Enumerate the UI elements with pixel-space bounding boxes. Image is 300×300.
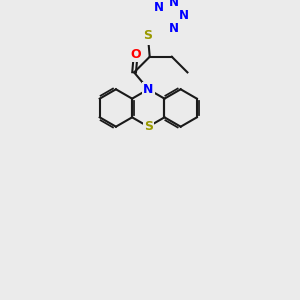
Text: N: N [169,0,179,9]
Text: N: N [154,1,164,14]
Text: N: N [143,83,154,96]
Text: N: N [169,22,179,35]
Text: O: O [130,48,141,61]
Text: N: N [178,9,188,22]
Text: S: S [144,120,153,133]
Text: S: S [143,29,152,42]
